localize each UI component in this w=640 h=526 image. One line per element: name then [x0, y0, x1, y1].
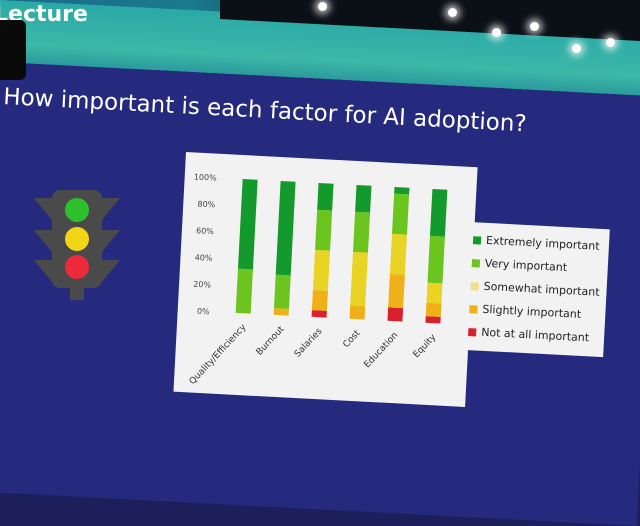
stacked-bar-chart: 0% 20% 40% 60% 80% 100% Quality/Efficiency Burn…	[188, 172, 448, 387]
bar-segment	[317, 182, 334, 211]
stage-light	[492, 28, 501, 37]
bar-segment	[312, 249, 331, 291]
bar-segment	[394, 186, 410, 195]
bar-segment	[235, 268, 253, 314]
legend-swatch	[470, 281, 479, 291]
y-tick-label: 0%	[197, 307, 211, 317]
bar-segment	[311, 310, 327, 318]
y-tick-label: 100%	[194, 172, 218, 182]
stage-light	[318, 2, 327, 11]
bar-segment	[273, 274, 291, 309]
bar-segment	[426, 282, 443, 304]
legend-label: Slightly important	[482, 302, 582, 321]
y-tick-label: 40%	[194, 253, 213, 263]
bar-segment	[429, 188, 448, 237]
legend-label: Extremely important	[485, 233, 600, 253]
bar-segment	[425, 302, 442, 317]
legend-swatch	[469, 304, 478, 314]
y-tick-label: 20%	[193, 280, 212, 290]
bar-segment	[355, 184, 372, 213]
bar-segment	[387, 307, 404, 322]
stage-light	[448, 8, 457, 17]
chart-legend: Extremely important Very important Somew…	[463, 222, 610, 358]
x-tick-label: Salaries	[293, 326, 325, 359]
speaker	[0, 20, 26, 80]
chart-panel: 0% 20% 40% 60% 80% 100% Quality/Efficiency Burn…	[173, 152, 478, 407]
legend-swatch	[472, 235, 482, 245]
x-tick-label: Quality/Efficiency	[188, 322, 249, 387]
y-tick-label: 60%	[196, 226, 215, 236]
legend-label: Somewhat important	[483, 279, 600, 299]
bar-segment	[427, 235, 445, 284]
stage-light	[572, 44, 581, 53]
bar-segment	[353, 211, 371, 253]
bar-segment	[425, 316, 441, 324]
bar-segment	[237, 179, 258, 270]
bar-segment	[349, 305, 366, 320]
bar-segment	[388, 273, 405, 309]
x-tick-label: Education	[363, 331, 401, 371]
x-tick-label: Burnout	[255, 324, 287, 357]
y-tick-label: 80%	[197, 199, 216, 209]
legend-swatch	[468, 327, 477, 336]
legend-label: Not at all important	[480, 325, 590, 345]
legend-label: Very important	[484, 256, 568, 275]
bar-segment	[315, 209, 333, 251]
traffic-light-icon	[34, 190, 120, 300]
bar-segment	[311, 290, 328, 311]
x-tick-label: Equity	[412, 332, 439, 360]
bar-segment	[392, 193, 410, 235]
x-tick-label: Cost	[341, 328, 362, 350]
stage-light	[530, 22, 539, 31]
stage-light	[606, 38, 615, 47]
bar-segment	[275, 180, 296, 276]
legend-swatch	[471, 258, 481, 268]
bar-segment	[350, 251, 368, 307]
bar-segment	[273, 308, 289, 316]
bar-segment	[389, 233, 407, 275]
